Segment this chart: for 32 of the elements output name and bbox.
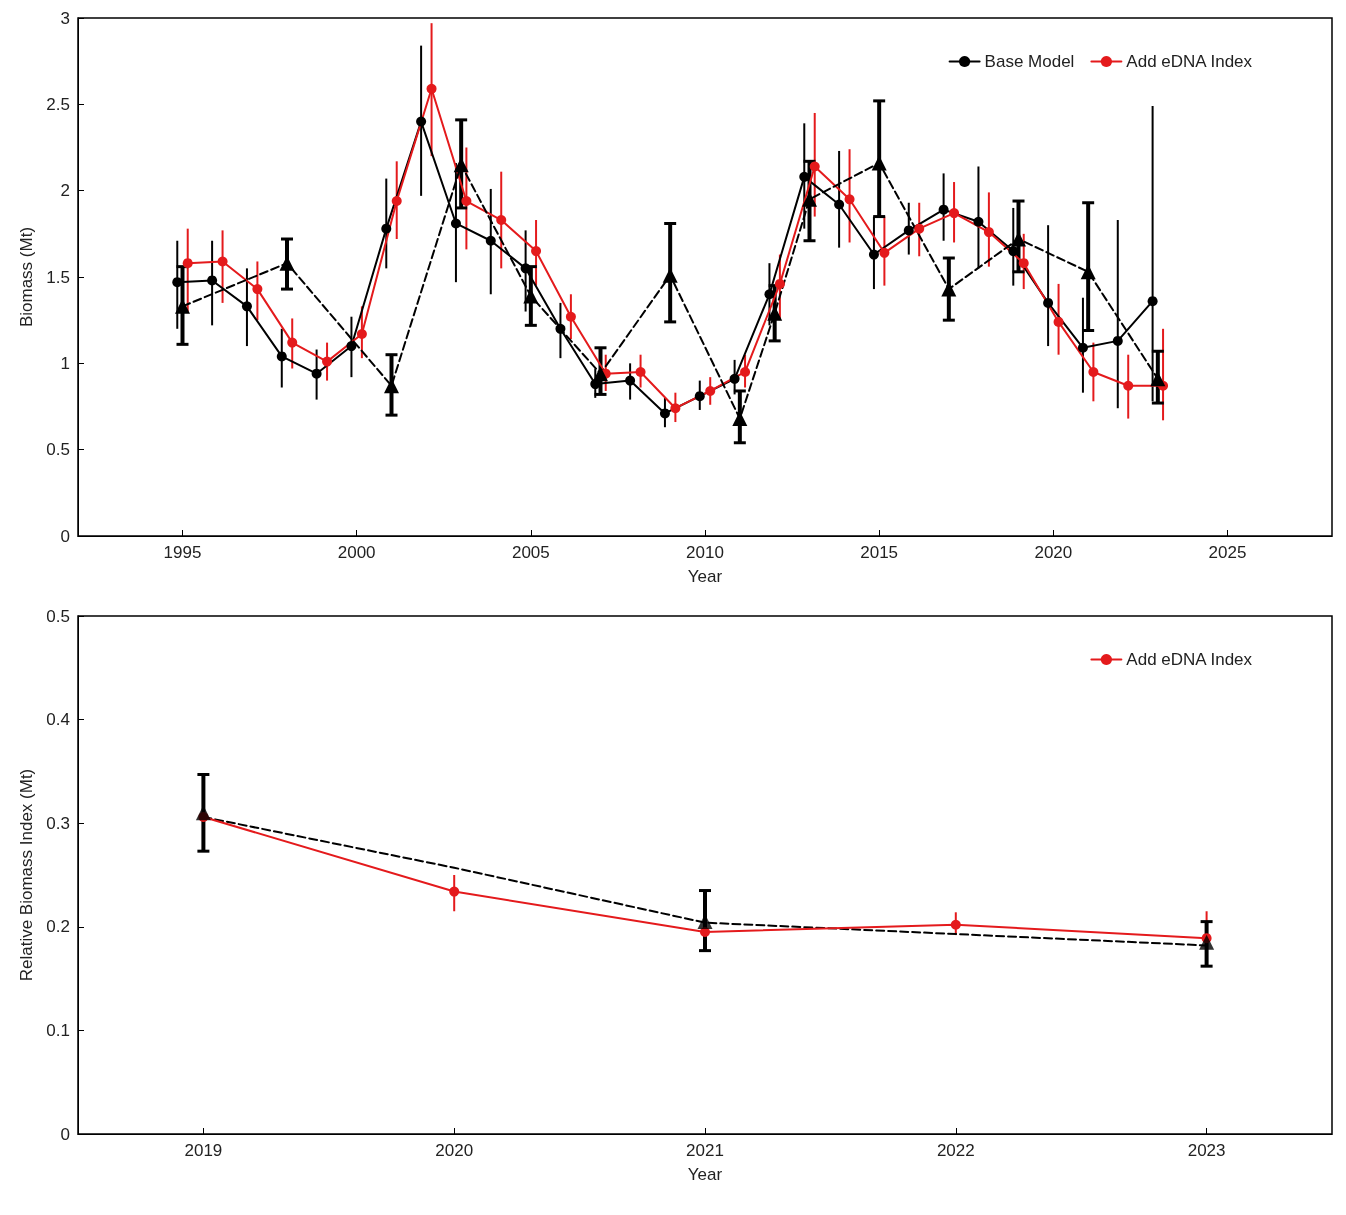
legend-label: Add eDNA Index <box>1126 52 1253 71</box>
x-tick-label: 2021 <box>686 1141 724 1160</box>
x-tick-label: 2015 <box>860 543 899 562</box>
y-tick-label: 0.5 <box>46 606 70 626</box>
legend-label: Add eDNA Index <box>1126 650 1253 669</box>
x-tick-label: 2019 <box>184 1141 223 1160</box>
x-tick-label: 2000 <box>337 543 376 562</box>
y-tick-label: 0.5 <box>46 440 70 460</box>
y-tick-label: 0.1 <box>46 1020 70 1040</box>
y-tick-label: 0 <box>60 526 70 546</box>
x-axis-title: Year <box>687 1165 723 1184</box>
legend-label: Base Model <box>984 52 1075 71</box>
y-tick-label: 0.3 <box>46 813 70 833</box>
y-tick-label: 3 <box>60 8 70 28</box>
x-tick-label: 2020 <box>435 1141 474 1160</box>
y-tick-label: 0.2 <box>46 917 70 937</box>
x-tick-label: 1995 <box>163 543 202 562</box>
x-tick-label: 2022 <box>936 1141 975 1160</box>
x-axis-title: Year <box>687 567 723 586</box>
y-tick-label: 2.5 <box>46 94 70 114</box>
x-tick-label: 2010 <box>686 543 724 562</box>
x-tick-label: 2020 <box>1034 543 1073 562</box>
y-tick-label: 0 <box>60 1124 70 1144</box>
y-axis-title: Biomass (Mt) <box>17 226 37 328</box>
x-tick-label: 2005 <box>511 543 550 562</box>
x-tick-label: 2025 <box>1208 543 1247 562</box>
y-tick-label: 1 <box>60 353 70 373</box>
y-tick-label: 1.5 <box>46 267 70 287</box>
y-tick-label: 0.4 <box>46 710 70 730</box>
y-axis-title: Relative Biomass Index (Mt) <box>17 768 37 982</box>
x-tick-label: 2023 <box>1187 1141 1226 1160</box>
y-tick-label: 2 <box>60 181 70 201</box>
